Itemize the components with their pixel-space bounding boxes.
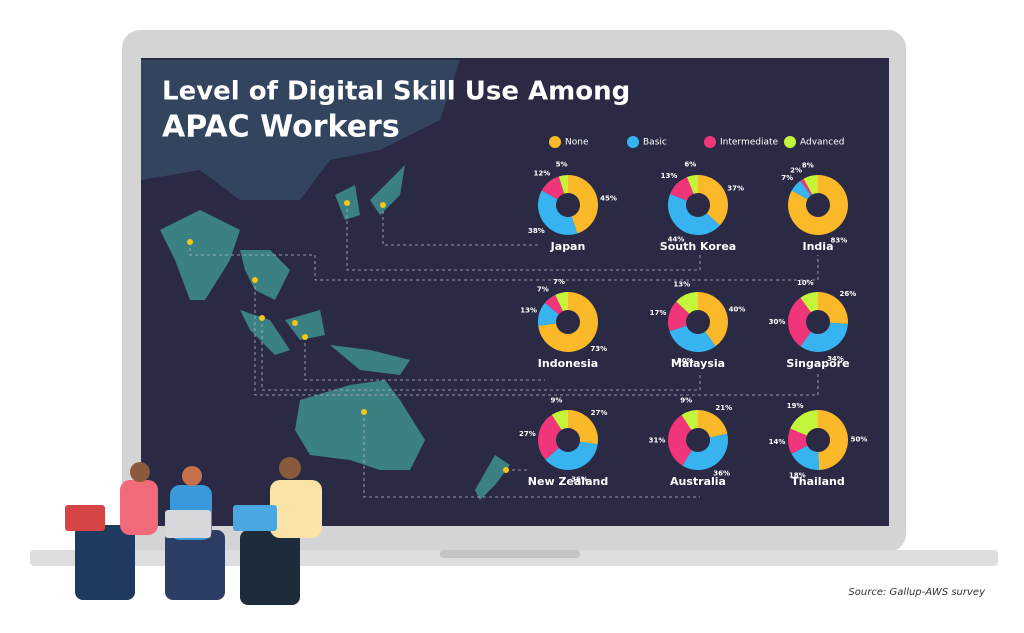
legend-swatch <box>704 136 716 148</box>
value-label: 2% <box>790 166 802 174</box>
map-dots <box>187 200 509 473</box>
value-label: 34% <box>827 355 844 363</box>
donut-segment <box>538 292 598 352</box>
donut-segment <box>558 175 568 194</box>
donut-segment <box>681 410 698 430</box>
value-label: 10% <box>797 279 814 287</box>
value-label: 83% <box>830 236 847 244</box>
donut-segment <box>538 190 578 235</box>
legend-label: Basic <box>643 138 667 148</box>
donut-segment <box>544 294 563 315</box>
title-line-2: APAC Workers <box>162 110 400 145</box>
donut-segment <box>698 175 729 226</box>
value-label: 26% <box>840 290 857 298</box>
donut-segment <box>698 292 728 347</box>
value-label: 27% <box>591 409 608 417</box>
value-label: 31% <box>649 437 666 445</box>
legend-label: Advanced <box>800 138 844 148</box>
donut-segment <box>800 322 848 352</box>
donut-segment <box>800 292 818 313</box>
legend-swatch <box>549 136 561 148</box>
value-label: 30% <box>677 357 694 365</box>
legend-swatch <box>784 136 796 148</box>
donut-segment <box>555 292 568 312</box>
chart-title: India <box>803 240 834 253</box>
value-label: 7% <box>781 174 793 182</box>
value-label: 30% <box>769 318 786 326</box>
legend-label: None <box>565 138 589 148</box>
connector-lines <box>189 203 819 498</box>
donut-segment <box>669 325 716 352</box>
donut-segment <box>788 175 849 235</box>
chart-title: Indonesia <box>538 357 598 370</box>
donut-segment <box>682 433 728 471</box>
value-label: 13% <box>673 280 690 288</box>
laptop-notch <box>440 550 580 558</box>
value-label: 44% <box>668 236 685 244</box>
donut-segment <box>818 410 849 470</box>
donut-segment <box>670 177 694 201</box>
donut-segment <box>541 176 565 200</box>
legend-swatch <box>627 136 639 148</box>
value-label: 27% <box>519 430 536 438</box>
value-label: 6% <box>684 161 696 169</box>
value-label: 36% <box>571 475 588 483</box>
donut-segment <box>676 292 698 314</box>
value-label: 13% <box>661 172 678 180</box>
value-label: 7% <box>553 278 565 286</box>
donut-segment <box>791 180 811 200</box>
value-label: 8% <box>802 161 814 169</box>
value-label: 50% <box>851 435 868 443</box>
value-label: 13% <box>520 307 537 315</box>
donut-segment <box>545 441 598 470</box>
chart-title: Australia <box>670 475 726 488</box>
donut-segment <box>538 302 559 326</box>
donut-segment <box>800 178 813 196</box>
donut-segment <box>791 445 819 470</box>
donut-segment <box>698 410 728 438</box>
value-label: 37% <box>727 185 744 193</box>
donut-segment <box>568 175 598 234</box>
value-label: 9% <box>551 397 563 405</box>
donut-segment <box>818 292 849 324</box>
donut-segment <box>686 175 698 194</box>
chart-title: Singapore <box>786 357 849 370</box>
donut-segment <box>568 410 598 445</box>
title-line-1: Level of Digital Skill Use Among <box>162 77 630 107</box>
map <box>141 60 510 500</box>
chart-title: South Korea <box>660 240 736 253</box>
legend-label: Intermediate <box>720 138 779 148</box>
donut-segment <box>790 410 818 436</box>
donut-segment <box>803 175 818 195</box>
donut-segment <box>668 193 720 236</box>
value-label: 36% <box>713 469 730 477</box>
value-label: 14% <box>769 438 786 446</box>
value-label: 18% <box>789 471 806 479</box>
donut-segment <box>668 301 690 332</box>
chart-title: Thailand <box>791 475 844 488</box>
value-label: 7% <box>537 286 549 294</box>
chart-title: New Zealand <box>528 475 608 488</box>
donut-segment <box>788 428 808 454</box>
donut-segment <box>668 414 692 466</box>
chart-title: Japan <box>550 240 586 253</box>
value-label: 21% <box>715 404 732 412</box>
value-label: 12% <box>533 169 550 177</box>
value-label: 40% <box>729 305 746 313</box>
chart-title: Malaysia <box>671 357 725 370</box>
value-label: 73% <box>590 345 607 353</box>
donut-segment <box>788 297 811 347</box>
value-label: 38% <box>528 227 545 235</box>
value-label: 19% <box>787 402 804 410</box>
source: Source: Gallup-AWS survey <box>848 587 986 598</box>
value-label: 5% <box>556 161 568 169</box>
value-label: 9% <box>680 397 692 405</box>
value-label: 45% <box>600 195 617 203</box>
people-illustration <box>65 457 322 605</box>
donut-segment <box>538 414 562 460</box>
value-label: 17% <box>650 309 667 317</box>
donut-segment <box>551 410 568 430</box>
